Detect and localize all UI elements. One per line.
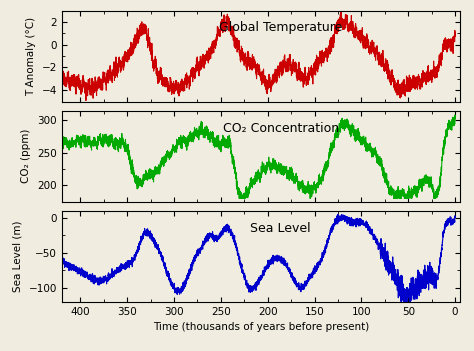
Y-axis label: T Anomaly (°C): T Anomaly (°C): [26, 16, 36, 95]
Y-axis label: CO₂ (ppm): CO₂ (ppm): [21, 129, 31, 183]
Y-axis label: Sea Level (m): Sea Level (m): [13, 220, 23, 292]
X-axis label: Time (thousands of years before present): Time (thousands of years before present): [153, 322, 369, 332]
Text: Sea Level: Sea Level: [250, 222, 311, 235]
Text: Global Temperature: Global Temperature: [219, 21, 342, 34]
Text: CO₂ Concentration: CO₂ Concentration: [223, 121, 338, 134]
